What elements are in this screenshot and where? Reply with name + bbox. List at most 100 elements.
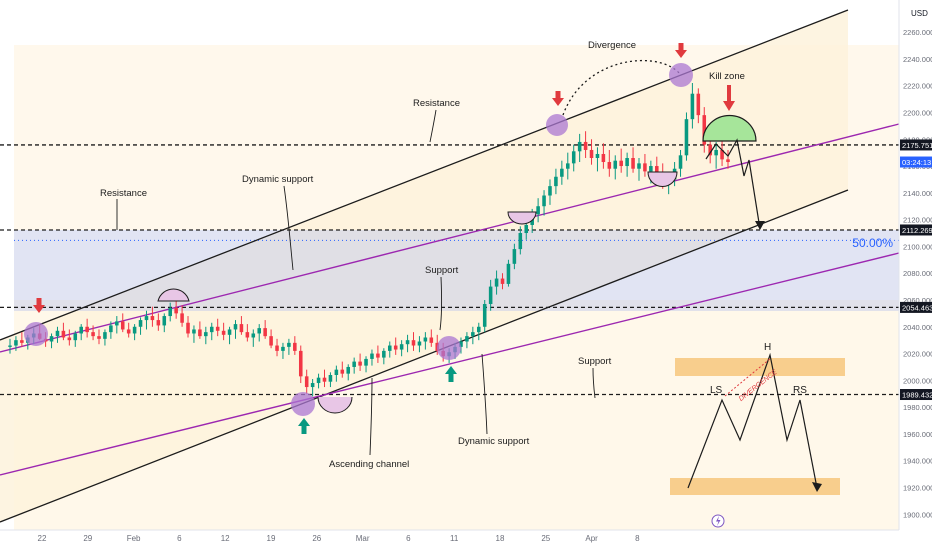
x-tick-label: 29 — [83, 534, 92, 543]
candle-body — [589, 149, 594, 159]
candle-body — [518, 233, 523, 250]
candle — [103, 329, 107, 346]
candle-body — [684, 119, 689, 156]
candle — [542, 190, 546, 216]
y-tick-label: 2200.000 — [903, 108, 932, 117]
candle — [221, 322, 226, 341]
price-tag — [900, 139, 932, 151]
x-tick-label: Apr — [585, 534, 598, 543]
candle-body — [138, 320, 143, 327]
candle — [720, 139, 724, 167]
lower-zone-shade — [14, 300, 899, 530]
candle — [465, 332, 469, 349]
candle — [429, 329, 434, 347]
x-tick-label: 19 — [267, 534, 276, 543]
candle-body — [156, 320, 161, 326]
candle — [233, 320, 238, 339]
candle-body — [708, 144, 712, 156]
candle-body — [595, 153, 600, 159]
price-axis[interactable]: 1900.000 1920.000 1940.000 1960.000 1980.000… — [898, 0, 932, 550]
candle-body — [411, 340, 416, 346]
hs-divergence-line — [724, 357, 772, 397]
y-tick-label: 2080.000 — [903, 269, 932, 278]
candle-body — [637, 163, 641, 169]
arrow-down-red-2 — [552, 91, 564, 106]
candle — [506, 259, 511, 287]
candle — [91, 325, 95, 341]
annotation-labels: Divergence Kill zone Resistance Resistan… — [100, 40, 745, 470]
candle — [684, 112, 689, 161]
candle — [577, 133, 582, 163]
candle — [49, 333, 54, 349]
candle — [637, 158, 641, 181]
y-tick-label: 2140.000 — [903, 189, 932, 198]
candle-body — [649, 166, 653, 172]
candle-body — [328, 374, 333, 382]
candle-body — [85, 326, 89, 333]
candle-body — [482, 304, 487, 327]
candle — [287, 338, 291, 355]
candle-body — [429, 337, 434, 343]
candle — [215, 318, 220, 337]
candle-body — [79, 326, 83, 334]
time-axis[interactable]: 22 29 Feb 6 12 19 26 Mar 6 11 18 25 Apr 8 — [0, 514, 899, 543]
candle — [263, 320, 267, 339]
candle — [198, 321, 202, 339]
candle-body — [500, 278, 505, 284]
candle-body — [512, 249, 517, 264]
candle — [411, 332, 416, 351]
candle-body — [91, 332, 95, 337]
candle-body — [334, 369, 339, 375]
candle — [476, 322, 481, 341]
arrow-down-red-4 — [723, 85, 735, 111]
candle-body — [619, 160, 623, 167]
candle-body — [293, 342, 297, 351]
candle-body — [304, 376, 309, 388]
candle — [387, 341, 392, 358]
candle-body — [281, 346, 285, 351]
candle — [209, 322, 214, 341]
candle-body — [382, 350, 386, 358]
arrow-up-green-1 — [298, 418, 310, 434]
label-divergence: Divergence — [588, 40, 636, 51]
x-tick-label: 22 — [38, 534, 47, 543]
candle-body — [601, 153, 606, 163]
candle — [358, 353, 362, 371]
candle — [251, 329, 256, 347]
touch-circle-5 — [669, 63, 693, 87]
candle — [298, 345, 303, 384]
channel-bottom-line — [0, 189, 849, 523]
lightning-icon[interactable] — [711, 514, 725, 528]
candle — [512, 243, 517, 270]
candle-body — [542, 195, 546, 207]
candle-body — [352, 361, 356, 367]
candle — [120, 313, 125, 333]
candle-body — [577, 141, 582, 152]
candle-body — [476, 326, 481, 333]
hs-rs-label: RS — [793, 385, 807, 396]
y-tick-label: 2100.000 — [903, 242, 932, 251]
candle-body — [115, 321, 119, 326]
hs-lower-band — [670, 478, 840, 495]
candle — [482, 299, 487, 333]
candle-body — [488, 286, 493, 305]
candle — [613, 155, 618, 180]
candle-body — [625, 158, 629, 167]
bottom-arc-marker-1 — [317, 396, 353, 414]
svg-text:03:24:13: 03:24:13 — [902, 158, 931, 167]
candle-body — [298, 350, 303, 377]
candle — [696, 88, 701, 124]
candle-body — [287, 342, 291, 347]
currency-label: USD — [911, 9, 928, 18]
y-tick-label: 1960.000 — [903, 430, 932, 439]
candle — [714, 141, 718, 169]
candle — [488, 279, 493, 311]
candle-body — [204, 332, 208, 337]
candle-body — [257, 328, 262, 334]
candle — [583, 131, 588, 159]
candle-body — [109, 325, 113, 333]
candle — [571, 144, 576, 172]
candle — [67, 329, 72, 346]
